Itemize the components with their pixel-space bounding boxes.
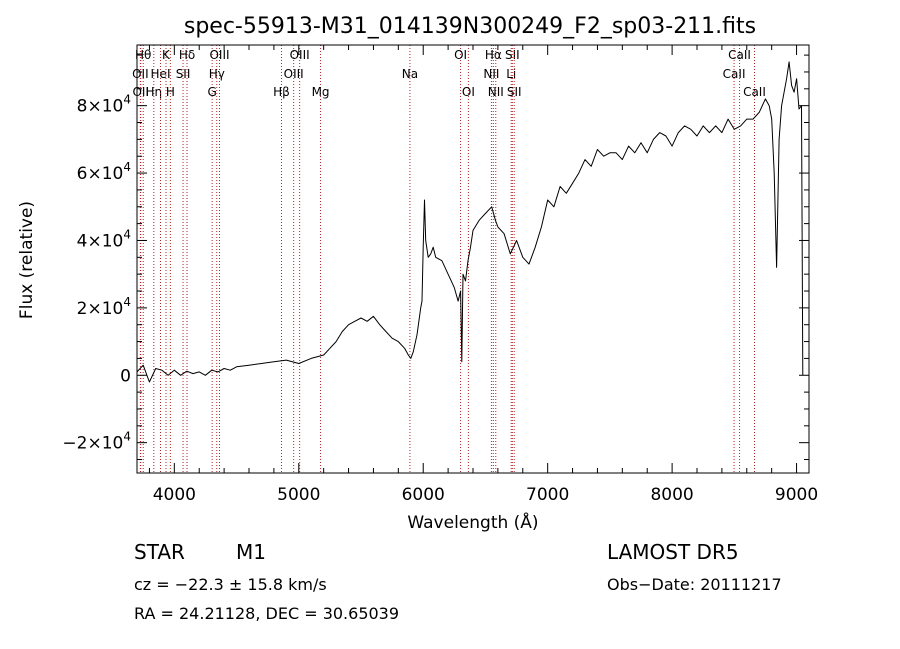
line-marker-label: CaII	[743, 85, 766, 99]
line-marker-label: OIII	[290, 48, 310, 62]
line-marker-label: OII	[132, 67, 149, 81]
line-marker-label: H	[166, 85, 175, 99]
x-axis: 4000 5000 6000 7000 8000 9000	[148, 45, 818, 505]
line-marker-label: K	[162, 48, 171, 62]
line-marker-label: Na	[402, 67, 418, 81]
survey-name: LAMOST DR5	[607, 540, 739, 564]
spectrum-line	[136, 61, 804, 383]
sky-coordinates: RA = 24.21128, DEC = 30.65039	[134, 604, 399, 623]
line-marker-label: OIII	[284, 67, 304, 81]
line-marker-label: NII	[483, 67, 499, 81]
y-tick-exponent: 4	[123, 227, 131, 241]
x-tick-label: 4000	[153, 485, 196, 505]
line-marker-label: NII	[488, 85, 504, 99]
line-marker-label: CaII	[728, 48, 751, 62]
line-marker-label: G	[208, 85, 217, 99]
line-marker-label: Hδ	[179, 48, 195, 62]
y-tick-mantissa: −2×10	[62, 434, 123, 454]
y-tick-exponent: 4	[123, 430, 131, 444]
y-tick-label: 2×104	[77, 295, 131, 319]
y-tick-mantissa: 8×10	[77, 97, 124, 117]
line-marker-label: SII	[507, 85, 522, 99]
y-tick-label: 4×104	[77, 227, 131, 251]
y-tick-exponent: 4	[123, 93, 131, 107]
y-tick-label: −2×104	[62, 430, 131, 454]
line-marker-label: Hβ	[273, 85, 290, 99]
line-marker-label: OI	[462, 85, 475, 99]
chart-title: spec-55913-M31_014139N300249_F2_sp03-211…	[184, 14, 756, 39]
y-tick-label: 6×104	[77, 160, 131, 184]
x-tick-label: 7000	[526, 485, 569, 505]
x-tick-label: 5000	[277, 485, 320, 505]
line-marker-label: Li	[506, 67, 516, 81]
x-tick-label: 8000	[650, 485, 693, 505]
line-marker-label: OI	[454, 48, 467, 62]
x-axis-label: Wavelength (Å)	[407, 511, 538, 533]
line-marker-label: Mg	[312, 85, 330, 99]
line-marker-label: Hα	[485, 48, 502, 62]
line-marker-label: Hθ	[135, 48, 151, 62]
y-tick-label: 8×104	[77, 93, 131, 117]
line-marker-label: SII	[505, 48, 520, 62]
line-marker-label: OIII	[209, 48, 229, 62]
y-tick-exponent: 4	[123, 160, 131, 174]
line-marker-label: SII	[176, 67, 191, 81]
y-axis-label: Flux (relative)	[17, 201, 37, 319]
y-tick-mantissa: 2×10	[77, 299, 124, 319]
line-marker-label: Hη	[145, 85, 162, 99]
object-subclass: M1	[236, 540, 266, 564]
y-tick-label: 0	[120, 366, 131, 386]
line-marker-label: Hγ	[209, 67, 225, 81]
x-tick-label: 6000	[402, 485, 445, 505]
line-marker-label: HeI	[151, 67, 171, 81]
object-class: STAR	[134, 540, 185, 564]
line-marker-label: CaII	[723, 67, 746, 81]
y-tick-exponent: 4	[123, 295, 131, 309]
y-tick-mantissa: 4×10	[77, 231, 124, 251]
line-marker-layer: HθOIIOIIHηHeIKHSIIHδGHγOIIIHβOIIIOIIIMgN…	[132, 45, 766, 473]
observation-date: Obs−Date: 20111217	[607, 575, 782, 594]
y-tick-mantissa: 6×10	[77, 164, 124, 184]
spectrum-layer	[136, 61, 804, 383]
y-tick-mantissa: 0	[120, 366, 131, 386]
redshift-velocity: cz = −22.3 ± 15.8 km/s	[134, 575, 327, 594]
x-tick-label: 9000	[775, 485, 818, 505]
